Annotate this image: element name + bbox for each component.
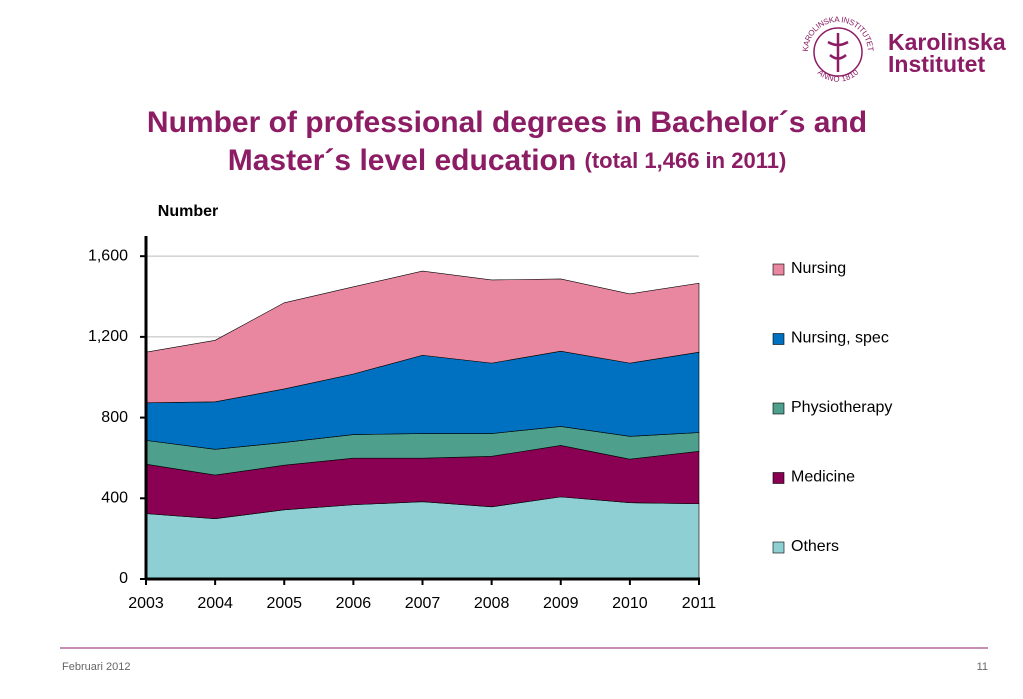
legend-label: Nursing, spec: [791, 330, 889, 347]
legend-swatch: [772, 541, 785, 554]
y-axis-label: Number: [158, 203, 218, 220]
page-number: 11: [977, 661, 988, 673]
legend-label: Medicine: [791, 469, 855, 486]
legend-swatch: [772, 263, 785, 276]
seal-ring: [813, 27, 863, 77]
legend-label: Nursing: [791, 260, 846, 277]
footer-date: Februari 2012: [62, 661, 131, 673]
logo: KAROLINSKA INSTITUTET ANNO 1810 Karolins…: [801, 15, 1006, 84]
legend-label: Others: [791, 538, 839, 555]
x-tick-label: 2009: [543, 595, 579, 612]
area: [145, 270, 700, 404]
seal-emblem: [827, 33, 849, 72]
chart-title-line: Master´s level education: [228, 144, 585, 177]
x-tick-label: 2010: [612, 595, 648, 612]
legend-swatch: [772, 472, 785, 484]
y-tick-label: 800: [101, 409, 128, 426]
logo-name: Institutet: [888, 51, 985, 77]
x-tick-label: 2006: [336, 595, 372, 612]
chart-title-line: Number of professional degrees in Bachel…: [147, 106, 867, 139]
legend-swatch: [772, 402, 785, 415]
x-tick-label: 2003: [128, 595, 164, 612]
y-tick-label: 0: [119, 570, 128, 587]
x-tick-label: 2008: [474, 595, 510, 612]
logo-name: Karolinska: [888, 29, 1006, 55]
x-tick-label: 2007: [405, 595, 441, 612]
legend-label: Physiotherapy: [791, 399, 892, 416]
x-tick-label: 2005: [266, 595, 302, 612]
y-tick-label: 400: [101, 490, 128, 507]
legend-swatch: [772, 333, 785, 345]
y-tick-label: 1,600: [88, 247, 128, 264]
chart-title: Number of professional degrees in Bachel…: [147, 106, 867, 177]
x-tick-label: 2011: [682, 595, 717, 612]
y-tick-label: 1,200: [88, 328, 128, 345]
plot: 0 400 800 1,200 1,600 2003 2004 2005 2006 2007 200…: [88, 236, 892, 612]
x-tick-label: 2004: [197, 595, 233, 612]
chart-subtitle: (total 1,466 in 2011): [585, 148, 787, 173]
